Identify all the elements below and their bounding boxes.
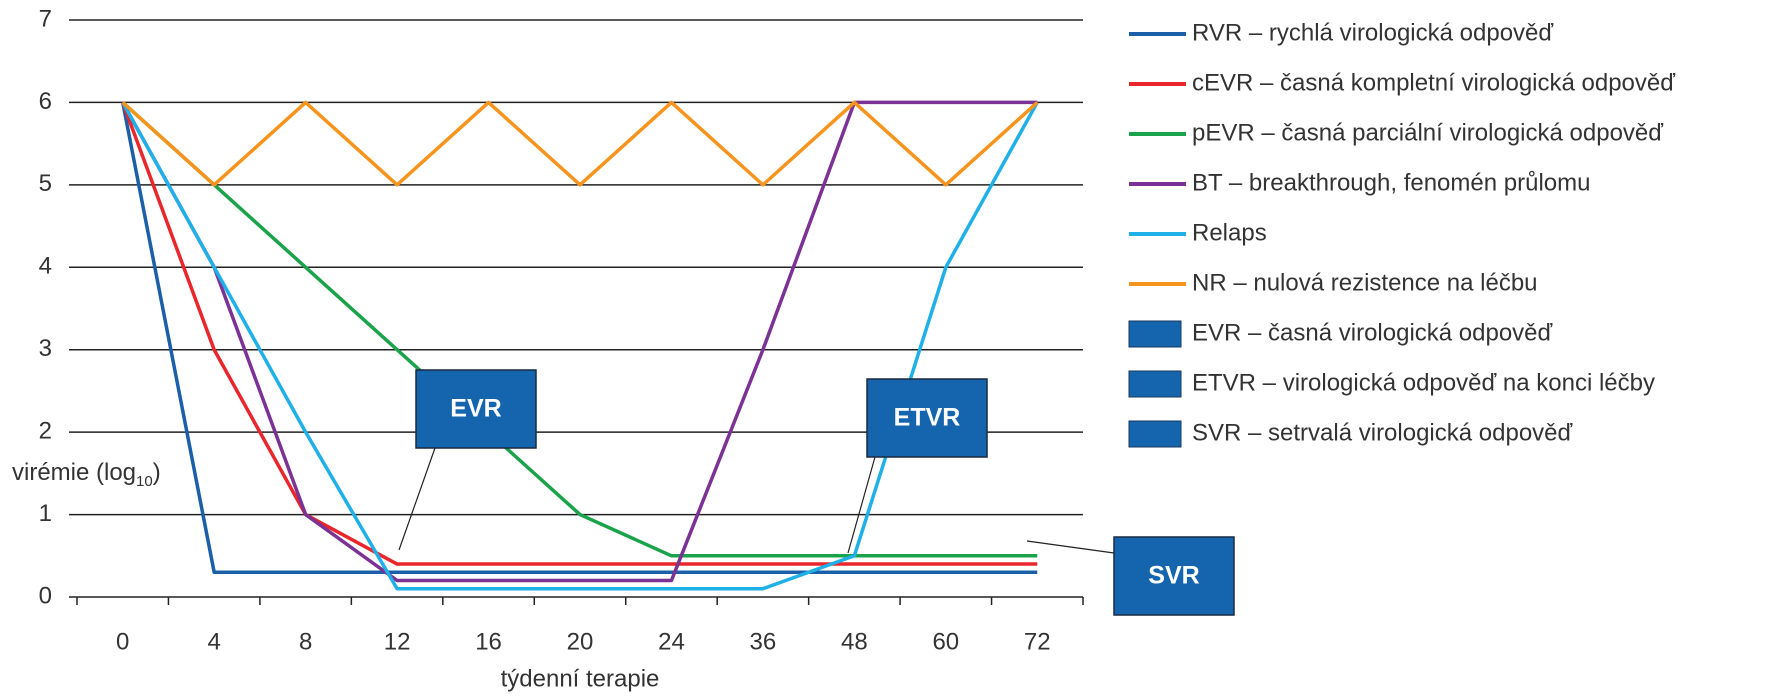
legend-label: EVR – časná virologická odpověď	[1192, 319, 1553, 346]
x-tick-label: 0	[116, 628, 129, 655]
legend-label: ETVR – virologická odpověď na konci léčb…	[1192, 369, 1655, 396]
annotation-text: EVR	[450, 395, 501, 423]
annotation-box	[1113, 536, 1235, 616]
x-tick-label: 48	[841, 628, 868, 655]
y-tick-label: 0	[39, 582, 52, 609]
legend-label: pEVR – časná parciální virologická odpov…	[1192, 119, 1663, 146]
annotation-text: SVR	[1148, 562, 1199, 590]
legend-label: NR – nulová rezistence na léčbu	[1192, 269, 1538, 296]
series-line	[121, 100, 1038, 583]
annotation-text: ETVR	[894, 404, 961, 432]
y-tick-label: 7	[39, 5, 52, 32]
x-tick-label: 16	[475, 628, 502, 655]
y-label-end: )	[153, 459, 161, 486]
annotation-leader	[398, 447, 436, 551]
series-line	[121, 102, 1038, 575]
x-tick-label: 36	[750, 628, 777, 655]
x-tick-label: 8	[299, 628, 312, 655]
legend-box	[1128, 320, 1182, 348]
x-tick-label: 20	[567, 628, 594, 655]
x-tick-label: 4	[208, 628, 221, 655]
legend-box	[1128, 370, 1182, 398]
series-line	[121, 100, 1039, 187]
legend-label: Relaps	[1192, 219, 1267, 246]
y-label-sub: 10	[136, 473, 153, 490]
y-tick-label: 2	[39, 417, 52, 444]
y-tick-label: 5	[39, 170, 52, 197]
series-line	[121, 101, 1038, 566]
y-tick-label: 6	[39, 88, 52, 115]
y-tick-label: 1	[39, 500, 52, 527]
legend-label: RVR – rychlá virologická odpověď	[1192, 19, 1553, 46]
series-line	[121, 101, 1039, 591]
annotation-leader	[1026, 540, 1115, 554]
x-tick-label: 24	[658, 628, 685, 655]
annotation-box	[415, 369, 537, 449]
x-tick-label: 12	[384, 628, 411, 655]
x-tick-label: 60	[932, 628, 959, 655]
legend-box	[1128, 420, 1182, 448]
x-axis-label: týdenní terapie	[501, 665, 660, 692]
y-tick-label: 4	[39, 253, 52, 280]
series-line	[121, 101, 1038, 558]
x-tick-label: 72	[1024, 628, 1051, 655]
y-axis-label: virémie (log10)	[12, 459, 161, 490]
y-tick-label: 3	[39, 335, 52, 362]
annotation-box	[866, 378, 988, 458]
legend-label: BT – breakthrough, fenomén průlomu	[1192, 169, 1590, 196]
annotation-leader	[847, 456, 876, 554]
legend-label: cEVR – časná kompletní virologická odpov…	[1192, 69, 1675, 96]
legend-label: SVR – setrvalá virologická odpověď	[1192, 419, 1573, 446]
y-label-main: virémie (log	[12, 459, 136, 486]
